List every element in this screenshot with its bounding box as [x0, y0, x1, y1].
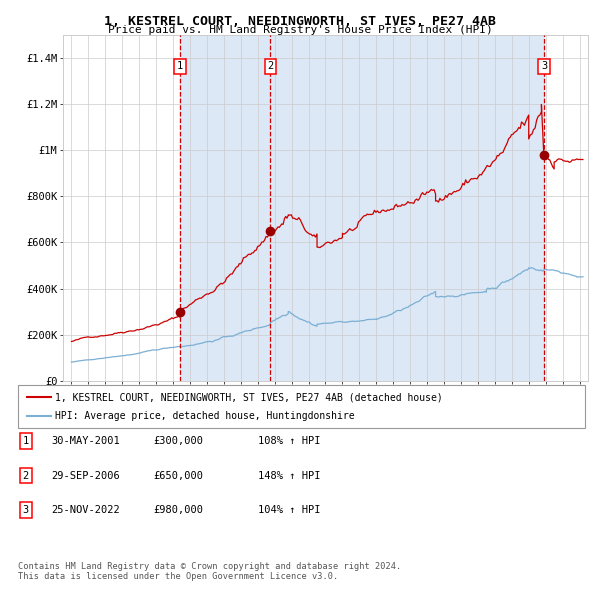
- Text: Price paid vs. HM Land Registry's House Price Index (HPI): Price paid vs. HM Land Registry's House …: [107, 25, 493, 35]
- Text: Contains HM Land Registry data © Crown copyright and database right 2024.
This d: Contains HM Land Registry data © Crown c…: [18, 562, 401, 581]
- Text: 104% ↑ HPI: 104% ↑ HPI: [258, 505, 320, 514]
- Text: 1, KESTREL COURT, NEEDINGWORTH, ST IVES, PE27 4AB (detached house): 1, KESTREL COURT, NEEDINGWORTH, ST IVES,…: [55, 392, 443, 402]
- Text: HPI: Average price, detached house, Huntingdonshire: HPI: Average price, detached house, Hunt…: [55, 411, 355, 421]
- Text: 2: 2: [23, 471, 29, 480]
- Text: 108% ↑ HPI: 108% ↑ HPI: [258, 437, 320, 446]
- Bar: [180, 35, 270, 381]
- Text: 2: 2: [267, 61, 274, 71]
- Text: 1: 1: [177, 61, 183, 71]
- Text: 25-NOV-2022: 25-NOV-2022: [51, 505, 120, 514]
- Text: 29-SEP-2006: 29-SEP-2006: [51, 471, 120, 480]
- Text: 1: 1: [23, 437, 29, 446]
- Text: 30-MAY-2001: 30-MAY-2001: [51, 437, 120, 446]
- Text: 3: 3: [23, 505, 29, 514]
- Bar: [270, 35, 544, 381]
- Text: 3: 3: [541, 61, 547, 71]
- Text: £300,000: £300,000: [153, 437, 203, 446]
- Text: 1, KESTREL COURT, NEEDINGWORTH, ST IVES, PE27 4AB: 1, KESTREL COURT, NEEDINGWORTH, ST IVES,…: [104, 15, 496, 28]
- Text: 148% ↑ HPI: 148% ↑ HPI: [258, 471, 320, 480]
- Text: £980,000: £980,000: [153, 505, 203, 514]
- Text: £650,000: £650,000: [153, 471, 203, 480]
